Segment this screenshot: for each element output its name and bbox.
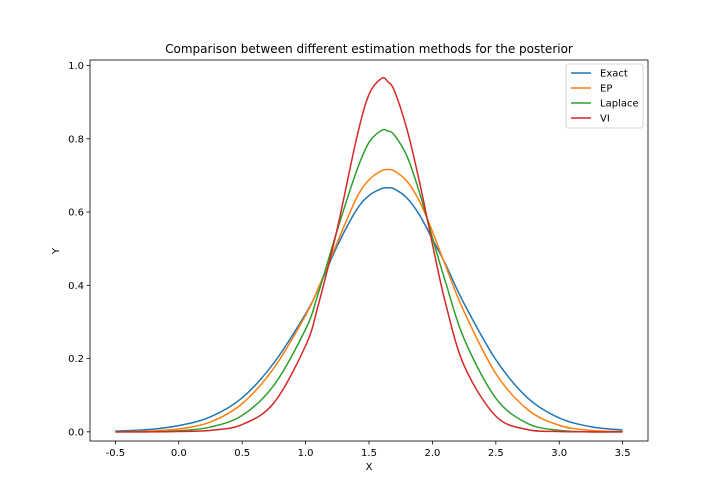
y-tick-label: 0.2 xyxy=(68,354,84,365)
x-tick-label: 1.5 xyxy=(361,448,377,459)
x-tick-label: 3.0 xyxy=(551,448,567,459)
y-tick-label: 0.0 xyxy=(68,427,84,438)
x-axis-label: X xyxy=(366,462,373,473)
legend-label-laplace: Laplace xyxy=(600,99,639,110)
x-tick-label: 2.0 xyxy=(424,448,440,459)
x-tick-label: 2.5 xyxy=(488,448,504,459)
y-tick-label: 0.8 xyxy=(68,134,84,145)
x-tick-label: 3.5 xyxy=(615,448,631,459)
legend-label-ep: EP xyxy=(600,84,612,95)
plot-area-frame xyxy=(89,59,649,442)
series-line-ep xyxy=(115,168,623,433)
x-tick-label: -0.5 xyxy=(106,448,126,459)
x-tick-label: 0.0 xyxy=(171,448,187,459)
y-tick-label: 0.6 xyxy=(68,208,84,219)
y-axis-label: Y xyxy=(51,247,62,255)
x-tick-label: 1.0 xyxy=(298,448,314,459)
y-axis-ticks: 0.0 0.2 0.4 0.6 0.8 1.0 xyxy=(68,61,90,438)
y-tick-label: 1.0 xyxy=(68,61,84,72)
legend-label-vi: VI xyxy=(600,114,610,125)
legend: Exact EP Laplace VI xyxy=(565,63,644,129)
y-tick-label: 0.4 xyxy=(68,281,84,292)
legend-label-exact: Exact xyxy=(600,69,628,80)
x-axis-ticks: -0.5 0.0 0.5 1.0 1.5 2.0 2.5 3.0 3.5 xyxy=(106,441,631,459)
series-line-exact xyxy=(115,186,623,432)
series-line-vi xyxy=(115,76,623,433)
plot-lines xyxy=(115,76,623,433)
series-line-laplace xyxy=(115,128,623,433)
legend-box xyxy=(565,63,644,129)
x-tick-label: 0.5 xyxy=(234,448,250,459)
chart-title: Comparison between different estimation … xyxy=(165,42,573,56)
